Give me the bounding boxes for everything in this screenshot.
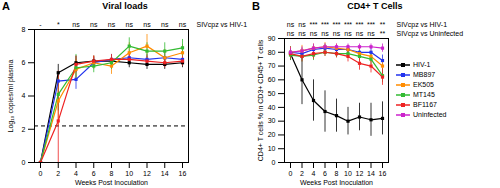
svg-text:***: *** (332, 21, 340, 28)
html-text:Uninfected: Uninfected (413, 111, 447, 118)
svg-text:10: 10 (268, 145, 276, 152)
html-text:MB897: MB897 (413, 71, 436, 78)
svg-text:CD4+ T cells % in CD3+ CD45+ T: CD4+ T cells % in CD3+ CD45+ T cells (257, 39, 264, 161)
svg-text:ns: ns (367, 30, 375, 37)
svg-text:Weeks Post Inoculation: Weeks Post Inoculation (75, 179, 148, 186)
svg-text:ns: ns (126, 21, 134, 28)
svg-text:*: * (57, 21, 60, 28)
html-text:BF1167: BF1167 (413, 101, 437, 108)
svg-text:**: ** (380, 30, 386, 37)
svg-text:***: *** (309, 21, 317, 28)
svg-text:**: ** (380, 21, 386, 28)
svg-text:ns: ns (321, 30, 329, 37)
svg-text:12: 12 (356, 170, 364, 177)
svg-text:ns: ns (108, 21, 116, 28)
svg-text:2: 2 (300, 170, 304, 177)
svg-text:8: 8 (22, 26, 26, 33)
svg-text:ns: ns (287, 21, 295, 28)
svg-text:SIVcpz vs HIV-1: SIVcpz vs HIV-1 (397, 21, 448, 29)
svg-text:4: 4 (22, 92, 26, 99)
svg-text:Weeks Post Inoculation: Weeks Post Inoculation (300, 179, 373, 186)
svg-text:8: 8 (335, 170, 339, 177)
svg-text:14: 14 (367, 170, 375, 177)
svg-text:8: 8 (110, 170, 114, 177)
svg-text:80: 80 (268, 49, 276, 56)
svg-text:***: *** (367, 21, 375, 28)
svg-text:70: 70 (268, 62, 276, 69)
svg-text:6: 6 (22, 59, 26, 66)
svg-text:ns: ns (143, 21, 151, 28)
svg-text:***: *** (355, 21, 363, 28)
html-text:Viral loads: Viral loads (102, 1, 148, 11)
svg-text:16: 16 (179, 170, 187, 177)
svg-text:***: *** (344, 21, 352, 28)
svg-text:4: 4 (74, 170, 78, 177)
svg-text:16: 16 (379, 170, 387, 177)
svg-text:0: 0 (22, 159, 26, 166)
svg-text:90: 90 (268, 35, 276, 42)
svg-text:ns: ns (72, 21, 80, 28)
html-text:MT145: MT145 (413, 91, 435, 98)
svg-text:SIVcpz vs HIV-1: SIVcpz vs HIV-1 (197, 21, 248, 29)
svg-text:14: 14 (161, 170, 169, 177)
svg-text:0: 0 (289, 170, 293, 177)
svg-text:ns: ns (333, 30, 341, 37)
svg-text:30: 30 (268, 117, 276, 124)
svg-text:Log₁₀ copies/ml plasma: Log₁₀ copies/ml plasma (7, 59, 15, 132)
svg-text:-: - (39, 21, 42, 28)
svg-text:50: 50 (268, 90, 276, 97)
html-text:CD4+ T Cells: CD4+ T Cells (347, 1, 403, 11)
html-text:EK505: EK505 (413, 81, 434, 88)
svg-text:10: 10 (125, 170, 133, 177)
svg-text:20: 20 (268, 131, 276, 138)
svg-text:***: *** (321, 21, 329, 28)
svg-text:2: 2 (22, 125, 26, 132)
svg-text:ns: ns (344, 30, 352, 37)
svg-text:ns: ns (287, 30, 295, 37)
svg-text:6: 6 (323, 170, 327, 177)
svg-text:40: 40 (268, 104, 276, 111)
html-text:HIV-1: HIV-1 (413, 61, 431, 68)
svg-text:10: 10 (344, 170, 352, 177)
svg-text:12: 12 (143, 170, 151, 177)
html-text:B: B (252, 0, 260, 12)
html-text:A: A (2, 0, 10, 12)
svg-text:2: 2 (56, 170, 60, 177)
svg-text:0: 0 (272, 159, 276, 166)
svg-text:4: 4 (312, 170, 316, 177)
svg-text:ns: ns (298, 21, 306, 28)
svg-text:ns: ns (298, 30, 306, 37)
svg-text:60: 60 (268, 76, 276, 83)
svg-text:ns: ns (310, 30, 318, 37)
svg-text:6: 6 (92, 170, 96, 177)
svg-text:ns: ns (356, 30, 364, 37)
svg-text:ns: ns (179, 21, 187, 28)
svg-text:SIVcpz vs Uninfected: SIVcpz vs Uninfected (397, 30, 464, 38)
svg-text:ns: ns (90, 21, 98, 28)
svg-text:ns: ns (161, 21, 169, 28)
svg-text:0: 0 (39, 170, 43, 177)
